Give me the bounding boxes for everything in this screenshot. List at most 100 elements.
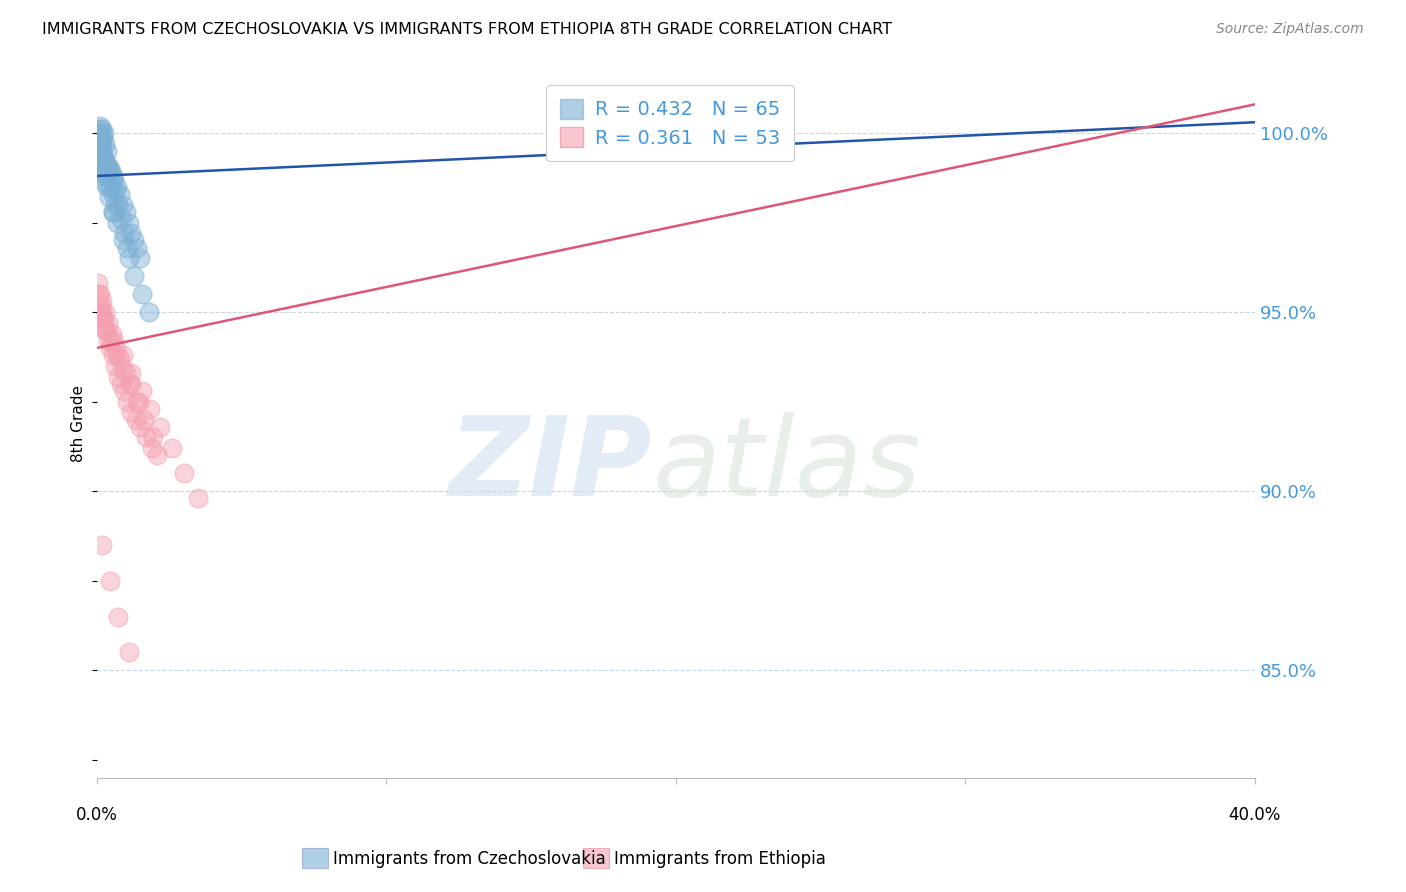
Point bbox=[96, 144, 118, 158]
Point bbox=[107, 609, 129, 624]
Point bbox=[112, 227, 135, 241]
Point bbox=[98, 161, 121, 176]
Point bbox=[105, 341, 128, 355]
Point bbox=[97, 158, 120, 172]
Point bbox=[103, 172, 125, 186]
Point bbox=[93, 312, 115, 326]
Text: ZIP: ZIP bbox=[449, 412, 652, 519]
Point bbox=[100, 326, 122, 341]
Point bbox=[98, 574, 121, 588]
Point bbox=[89, 119, 111, 133]
Point bbox=[118, 376, 141, 391]
Point bbox=[91, 305, 114, 319]
Point bbox=[139, 401, 162, 416]
Legend: R = 0.432   N = 65, R = 0.361   N = 53: R = 0.432 N = 65, R = 0.361 N = 53 bbox=[547, 86, 794, 161]
Point bbox=[100, 165, 122, 179]
Point bbox=[112, 384, 135, 398]
Point bbox=[127, 241, 149, 255]
Point bbox=[90, 298, 112, 312]
Point bbox=[89, 287, 111, 301]
Point bbox=[87, 133, 110, 147]
Point bbox=[93, 126, 115, 140]
Point bbox=[134, 412, 156, 426]
Point bbox=[101, 169, 124, 183]
Point bbox=[120, 227, 142, 241]
Point bbox=[87, 126, 110, 140]
Point bbox=[94, 136, 117, 151]
Point bbox=[97, 190, 120, 204]
Point bbox=[120, 376, 142, 391]
Point bbox=[90, 294, 112, 309]
Point bbox=[146, 448, 169, 462]
Point bbox=[91, 147, 114, 161]
Point bbox=[187, 491, 209, 506]
Point bbox=[149, 419, 172, 434]
Point bbox=[120, 366, 142, 380]
Point bbox=[127, 394, 149, 409]
Text: 40.0%: 40.0% bbox=[1229, 806, 1281, 824]
Point bbox=[94, 161, 117, 176]
Point bbox=[97, 169, 120, 183]
Y-axis label: 8th Grade: 8th Grade bbox=[72, 384, 86, 462]
Point bbox=[129, 419, 152, 434]
Point bbox=[89, 305, 111, 319]
Point bbox=[129, 252, 152, 266]
Point bbox=[105, 215, 128, 229]
Point bbox=[107, 197, 129, 211]
Point bbox=[114, 366, 136, 380]
Point bbox=[90, 126, 112, 140]
Point bbox=[89, 144, 111, 158]
Point bbox=[114, 204, 136, 219]
Point bbox=[91, 538, 114, 552]
Point bbox=[108, 186, 131, 201]
Point bbox=[105, 348, 128, 362]
Point bbox=[97, 161, 120, 176]
Point bbox=[87, 129, 110, 144]
Point bbox=[104, 197, 127, 211]
Point bbox=[112, 362, 135, 376]
Point bbox=[117, 215, 139, 229]
Point bbox=[101, 204, 124, 219]
Point bbox=[117, 645, 139, 659]
Point bbox=[131, 287, 153, 301]
Point bbox=[96, 323, 118, 337]
Point bbox=[120, 405, 142, 419]
Point bbox=[105, 179, 128, 194]
Point bbox=[107, 369, 129, 384]
Point bbox=[93, 169, 115, 183]
Point bbox=[89, 129, 111, 144]
Point bbox=[90, 133, 112, 147]
Point bbox=[87, 122, 110, 136]
Point bbox=[124, 234, 146, 248]
Point bbox=[104, 183, 127, 197]
Point bbox=[115, 394, 138, 409]
Point bbox=[94, 323, 117, 337]
Point bbox=[89, 140, 111, 154]
Point bbox=[111, 197, 134, 211]
Point bbox=[100, 334, 122, 348]
Point bbox=[110, 376, 132, 391]
Point bbox=[103, 334, 125, 348]
Point bbox=[94, 323, 117, 337]
Point bbox=[138, 305, 160, 319]
Point bbox=[87, 277, 110, 291]
Text: Immigrants from Czechoslovakia: Immigrants from Czechoslovakia bbox=[333, 850, 606, 868]
Point bbox=[90, 165, 112, 179]
Point bbox=[98, 341, 121, 355]
Point bbox=[98, 179, 121, 194]
Point bbox=[160, 441, 183, 455]
Point bbox=[97, 334, 120, 348]
Point bbox=[91, 312, 114, 326]
Point bbox=[173, 467, 195, 481]
Point bbox=[100, 172, 122, 186]
Point bbox=[91, 122, 114, 136]
Point bbox=[94, 154, 117, 169]
Point bbox=[110, 211, 132, 226]
Point bbox=[142, 430, 165, 444]
Point bbox=[94, 176, 117, 190]
Point bbox=[93, 151, 115, 165]
Point bbox=[91, 129, 114, 144]
Point bbox=[91, 147, 114, 161]
Text: 0.0%: 0.0% bbox=[76, 806, 118, 824]
Point bbox=[104, 359, 127, 373]
